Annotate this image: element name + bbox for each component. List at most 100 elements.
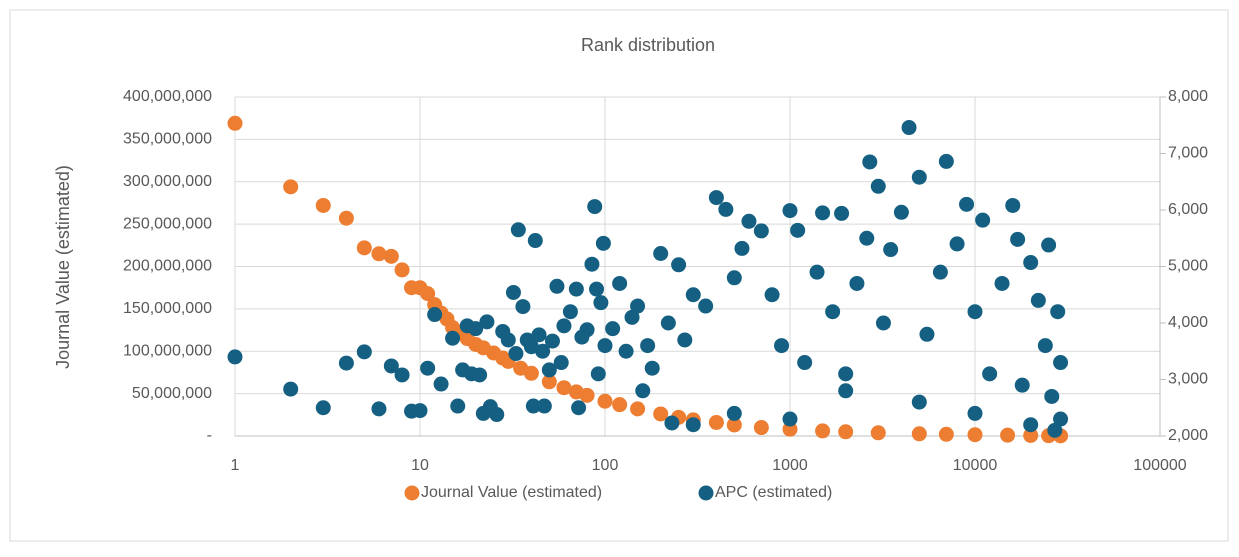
point <box>862 154 878 170</box>
point <box>472 367 488 383</box>
point <box>994 275 1010 291</box>
point <box>593 295 609 311</box>
point <box>949 236 965 252</box>
point <box>1037 338 1053 354</box>
point <box>982 366 998 382</box>
y-tick-label: - <box>207 427 212 444</box>
y-axis-label: Journal Value (estimated) <box>53 165 73 369</box>
point <box>815 423 831 439</box>
x-tick-label: 1000 <box>772 457 808 474</box>
chart-title: Rank distribution <box>581 35 715 55</box>
point <box>571 400 587 416</box>
y-tick-label: 50,000,000 <box>132 385 212 402</box>
point <box>1053 355 1069 371</box>
legend-label: Journal Value (estimated) <box>421 484 602 501</box>
point <box>510 222 526 238</box>
point <box>338 355 354 371</box>
point <box>612 275 628 291</box>
point <box>315 197 331 213</box>
point <box>764 287 780 303</box>
point <box>919 326 935 342</box>
point <box>479 314 495 330</box>
point <box>1030 292 1046 308</box>
point <box>1053 411 1069 427</box>
point <box>653 406 669 422</box>
y2-tick-label: 8,000 <box>1168 88 1208 105</box>
point <box>505 284 521 300</box>
point <box>371 246 387 262</box>
point <box>283 381 299 397</box>
point <box>1023 417 1039 433</box>
point <box>726 270 742 286</box>
y-tick-label: 200,000,000 <box>123 258 212 275</box>
point <box>595 235 611 251</box>
point <box>500 332 516 348</box>
point <box>227 115 243 131</box>
point <box>315 400 331 416</box>
y2-tick-label: 5,000 <box>1168 258 1208 275</box>
point <box>338 210 354 226</box>
point <box>1023 255 1039 271</box>
point <box>468 321 484 337</box>
point <box>849 275 865 291</box>
point <box>562 304 578 320</box>
point <box>630 298 646 314</box>
point <box>726 417 742 433</box>
point <box>508 346 524 362</box>
point <box>774 338 790 354</box>
point <box>624 309 640 325</box>
point <box>527 233 543 249</box>
point <box>394 262 410 278</box>
point <box>630 401 646 417</box>
point <box>883 242 899 258</box>
point <box>445 330 461 346</box>
point <box>640 338 656 354</box>
point <box>597 338 613 354</box>
point <box>1050 304 1066 320</box>
y-tick-label: 150,000,000 <box>123 300 212 317</box>
point <box>959 196 975 212</box>
point <box>870 425 886 441</box>
point <box>523 365 539 381</box>
x-tick-label: 100 <box>592 457 619 474</box>
point <box>911 426 927 442</box>
point <box>227 349 243 365</box>
point <box>371 401 387 417</box>
point <box>911 169 927 185</box>
point <box>356 240 372 256</box>
point <box>1010 231 1026 247</box>
point <box>536 398 552 414</box>
point <box>967 405 983 421</box>
y-tick-label: 300,000,000 <box>123 173 212 190</box>
point <box>753 223 769 239</box>
point <box>579 387 595 403</box>
x-tick-label: 10 <box>411 457 429 474</box>
point <box>644 360 660 376</box>
point <box>605 321 621 337</box>
point <box>911 394 927 410</box>
point <box>541 362 557 378</box>
point <box>383 358 399 374</box>
y-tick-label: 400,000,000 <box>123 88 212 105</box>
point <box>589 281 605 297</box>
point <box>660 315 676 331</box>
point <box>1047 422 1063 438</box>
point <box>838 424 854 440</box>
point <box>1023 427 1039 443</box>
point <box>815 205 831 221</box>
point <box>708 190 724 206</box>
point <box>635 383 651 399</box>
point <box>726 405 742 421</box>
point <box>612 397 628 413</box>
point <box>531 327 547 343</box>
x-tick-label: 100000 <box>1133 457 1186 474</box>
point <box>893 204 909 220</box>
point <box>975 212 991 228</box>
point <box>932 264 948 280</box>
legend-marker <box>404 485 420 501</box>
point <box>685 417 701 433</box>
y2-tick-label: 4,000 <box>1168 314 1208 331</box>
point <box>967 304 983 320</box>
point <box>797 355 813 371</box>
